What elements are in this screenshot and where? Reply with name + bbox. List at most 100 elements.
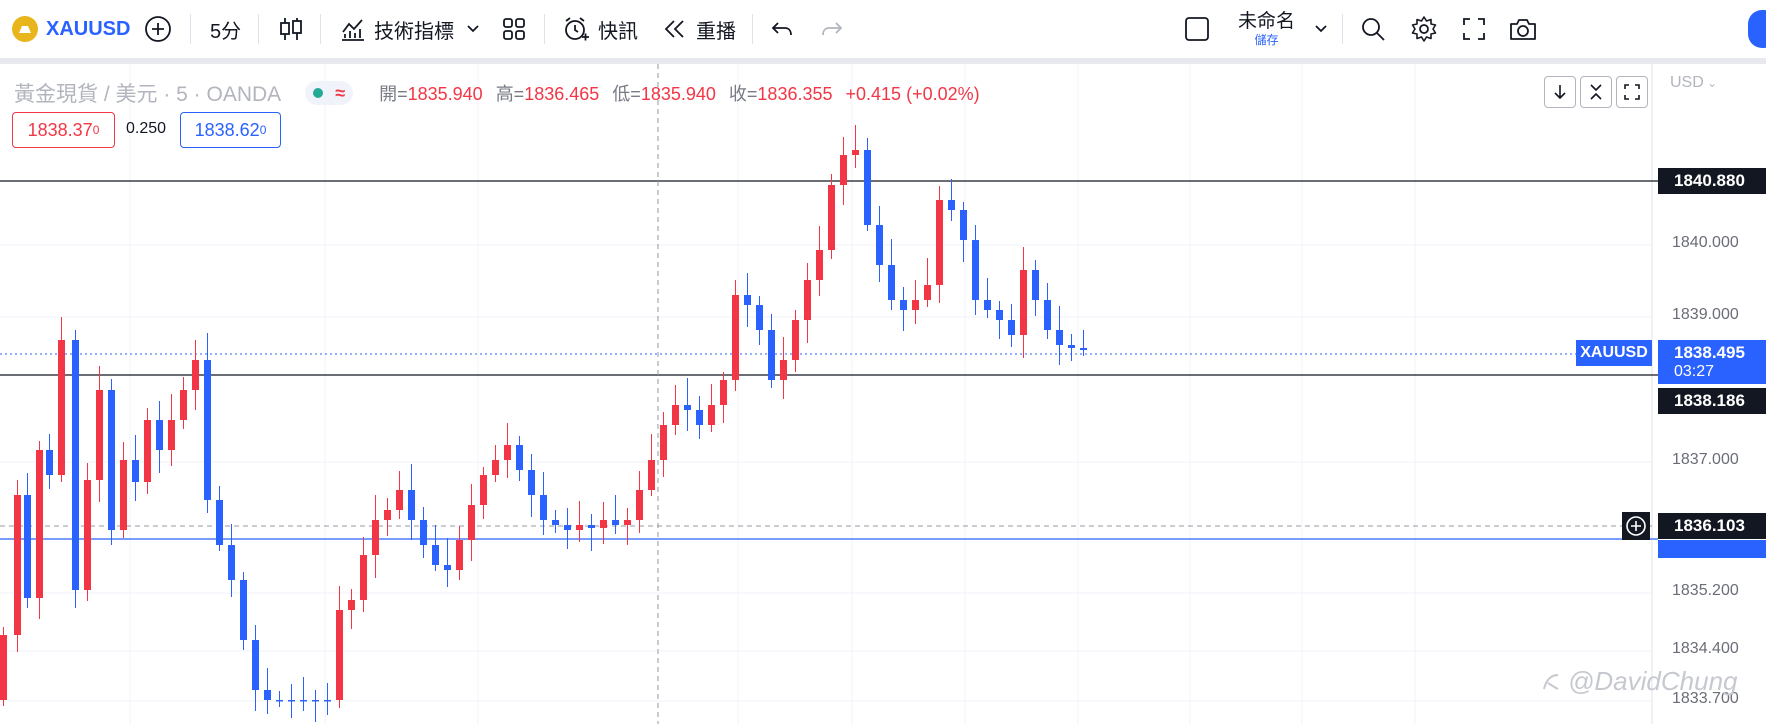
interval-button[interactable]: 5分 — [210, 0, 241, 58]
candle-body — [432, 545, 439, 565]
axis-price-label: 1833.700 — [1672, 690, 1739, 707]
symbol-price-tag: XAUUSD — [1576, 340, 1652, 366]
high-value: 1836.465 — [524, 84, 600, 104]
layout-button[interactable] — [502, 0, 526, 58]
axis-price-label: 1840.000 — [1672, 234, 1739, 251]
candle-body — [156, 420, 163, 450]
layout-name-button[interactable]: 未命名 儲存 — [1238, 0, 1295, 58]
collapse-icon — [1590, 84, 1602, 100]
search-button[interactable] — [1360, 0, 1386, 58]
candle-body — [84, 480, 91, 590]
compare-button[interactable] — [144, 0, 172, 58]
candle-body — [744, 295, 751, 305]
undo-icon — [771, 22, 792, 36]
lower-line-price-tag[interactable]: 1838.186 — [1658, 388, 1766, 414]
settings-button[interactable] — [1410, 0, 1438, 58]
candle-body — [720, 380, 727, 405]
live-price: 1838.495 — [1674, 343, 1745, 362]
maximize-pane-button[interactable] — [1616, 76, 1648, 108]
candle-body — [948, 200, 955, 210]
candle-body — [516, 445, 523, 470]
layout-menu-button[interactable] — [1314, 0, 1328, 58]
publish-button[interactable] — [1748, 10, 1766, 48]
replay-button[interactable]: 重播 — [662, 0, 736, 58]
candle-body — [900, 300, 907, 310]
axis-price-label: 1834.400 — [1672, 640, 1739, 657]
scroll-down-button[interactable] — [1544, 76, 1576, 108]
candle-body — [144, 420, 151, 482]
candle-body — [864, 150, 871, 225]
candlestick-chart[interactable] — [0, 64, 1766, 724]
indicators-label: 技術指標 — [374, 20, 454, 43]
candle-body — [312, 700, 319, 702]
chevron-down-icon — [1315, 25, 1327, 33]
watermark-text: @DavidChung — [1568, 666, 1738, 696]
bid-price: 1838.37 — [27, 119, 93, 140]
legend-title: 黃金現貨 / 美元 · 5 · OANDA — [14, 83, 282, 106]
candle-body — [108, 390, 115, 530]
candle-body — [1056, 330, 1063, 345]
upper-line-price-tag[interactable]: 1840.880 — [1658, 168, 1766, 194]
candle-body — [840, 155, 847, 185]
candle-body — [336, 610, 343, 700]
candle-body — [648, 460, 655, 490]
candle-body — [1020, 270, 1027, 335]
candle-body — [492, 460, 499, 475]
top-toolbar: XAUUSD 5分 技術指標 快訊 重播 未命名 儲存 — [0, 0, 1766, 58]
buy-button[interactable]: 1838.62 0 — [180, 112, 281, 148]
close-label: 收= — [728, 84, 758, 104]
market-status-pill[interactable]: ≈ — [305, 81, 354, 105]
redo-button[interactable] — [820, 0, 844, 58]
undo-button[interactable] — [770, 0, 794, 58]
candle-body — [960, 210, 967, 240]
candle-body — [528, 470, 535, 495]
layout-name: 未命名 — [1238, 11, 1296, 32]
candle-body — [96, 390, 103, 480]
currency-label: USD — [1670, 74, 1704, 91]
candle-body — [132, 460, 139, 482]
indicator-templates-button[interactable] — [466, 0, 480, 58]
candle-body — [24, 495, 31, 598]
fullscreen-button[interactable] — [1462, 0, 1486, 58]
collapse-button[interactable] — [1580, 76, 1612, 108]
live-price-tag: 1838.495 03:27 — [1658, 340, 1766, 384]
candle-body — [360, 555, 367, 600]
candle-body — [696, 410, 703, 425]
gear-icon — [1411, 16, 1437, 42]
chevron-down-icon: ⌄ — [1703, 76, 1718, 90]
candle-body — [456, 540, 463, 570]
maximize-icon — [1624, 84, 1640, 100]
candle-body — [372, 520, 379, 555]
replay-label: 重播 — [696, 20, 736, 43]
indicators-button[interactable]: 技術指標 — [340, 0, 454, 58]
candle-body — [1032, 270, 1039, 300]
chart-type-button[interactable] — [278, 0, 304, 58]
axis-price-label: 1837.000 — [1672, 451, 1739, 468]
sell-button[interactable]: 1838.37 0 — [12, 112, 115, 148]
spread-value: 0.250 — [126, 120, 167, 137]
candle-body — [58, 340, 65, 475]
interval-label: 5分 — [210, 20, 242, 43]
candle-body — [984, 300, 991, 310]
currency-menu[interactable]: USD ⌄ — [1670, 74, 1717, 92]
chart-pane[interactable] — [0, 64, 1766, 724]
screenshot-button[interactable] — [1508, 0, 1538, 58]
candle-body — [396, 490, 403, 510]
crosshair-add-button[interactable] — [1622, 512, 1650, 540]
candle-body — [636, 490, 643, 520]
candle-body — [72, 340, 79, 590]
ask-price: 1838.62 — [194, 119, 260, 140]
layout-select-checkbox[interactable] — [1184, 0, 1210, 58]
axis-price-label: 1835.200 — [1672, 582, 1739, 599]
alerts-button[interactable]: 快訊 — [562, 0, 638, 58]
symbol-search-button[interactable]: XAUUSD — [12, 0, 130, 58]
legend-ohlc: 開=1835.940 高=1836.465 低=1835.940 收=1836.… — [379, 80, 980, 106]
candle-body — [996, 310, 1003, 320]
chevron-down-icon — [467, 25, 479, 33]
market-open-dot-icon — [313, 88, 324, 98]
candle-body — [228, 545, 235, 580]
plus-circle-icon — [145, 16, 171, 42]
candle-body — [192, 360, 199, 390]
candle-body — [252, 640, 259, 690]
candle-body — [768, 330, 775, 380]
